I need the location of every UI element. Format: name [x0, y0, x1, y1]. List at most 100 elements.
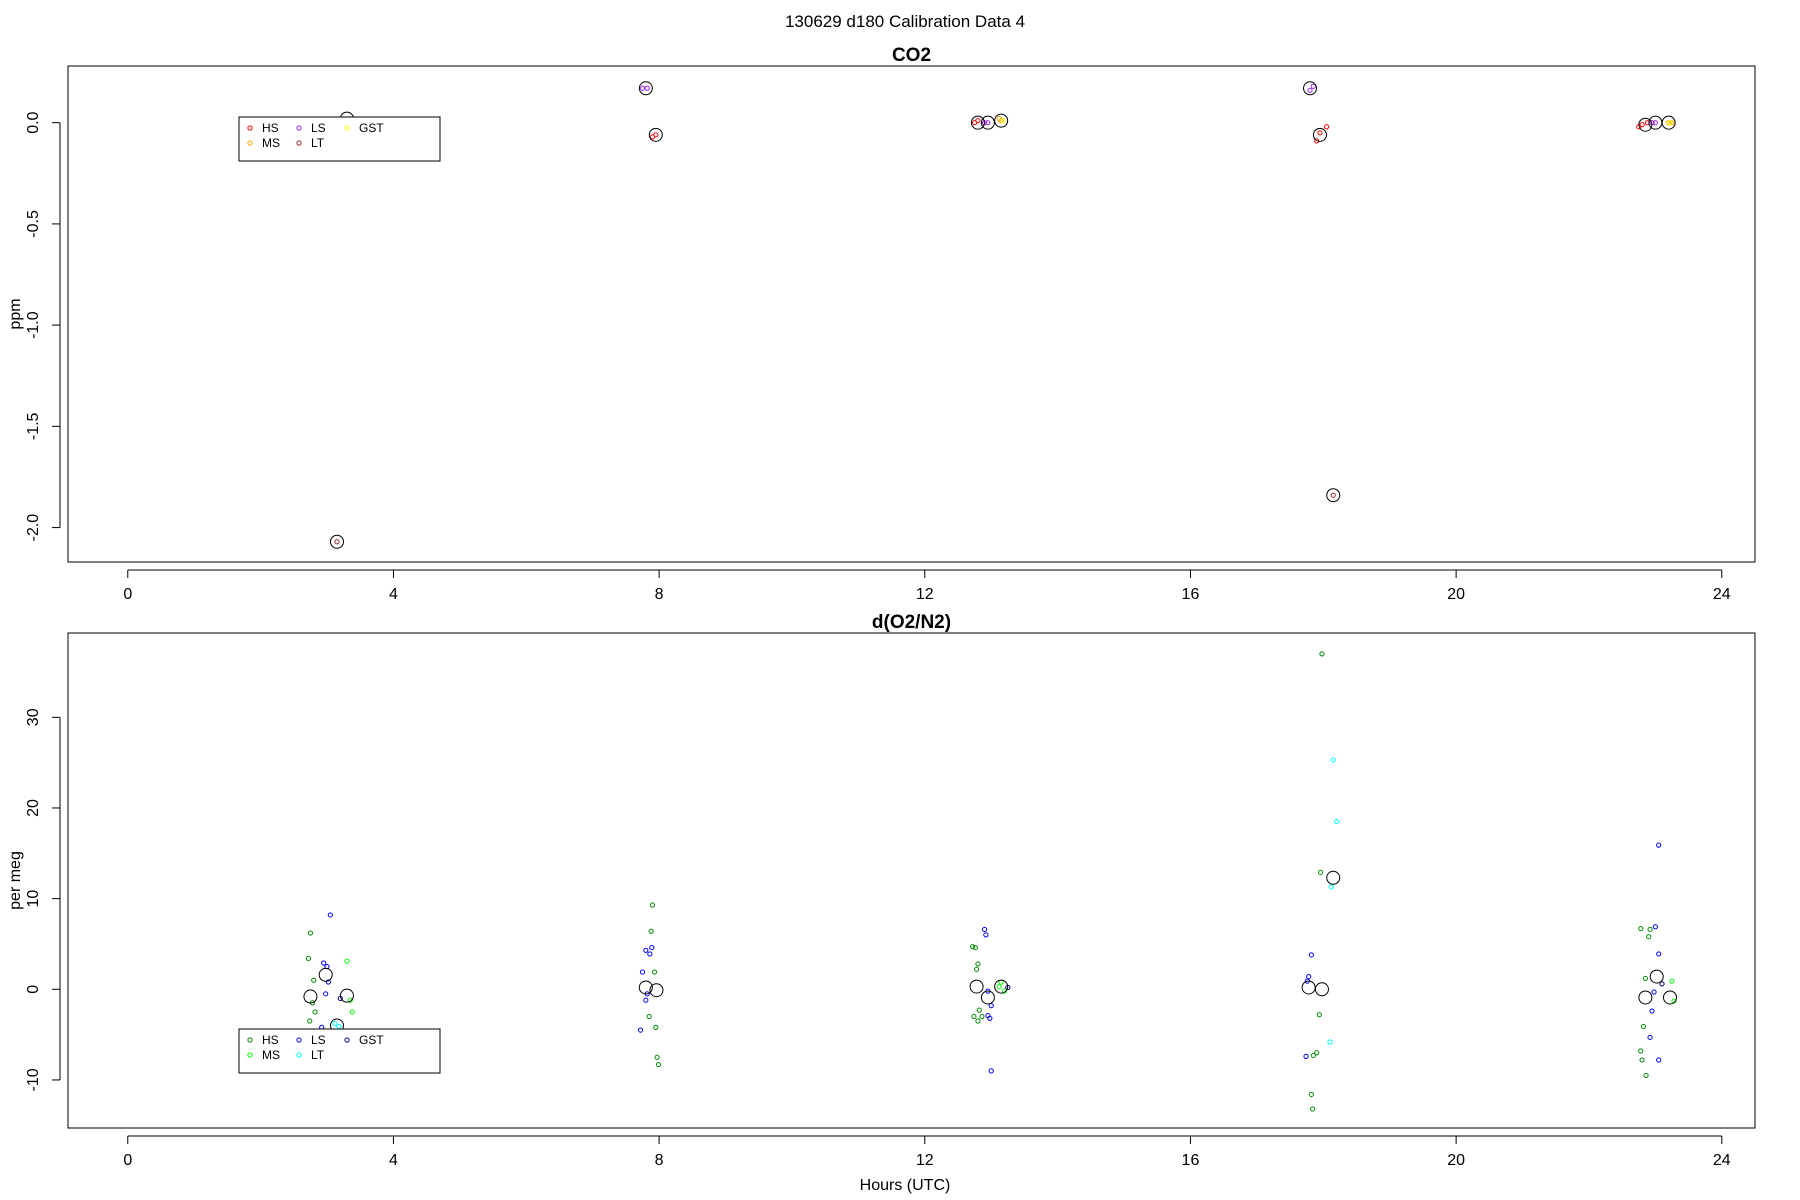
data-point-ms: [1001, 988, 1008, 994]
data-point-ls: [639, 85, 646, 91]
data-point-hs: [1314, 1050, 1320, 1056]
legend-label: MS: [262, 136, 280, 150]
mean-marker: [1638, 990, 1653, 1005]
data-point-hs: [1319, 651, 1325, 657]
x-tick-label: 4: [389, 1152, 398, 1169]
legend-marker: [296, 1052, 302, 1058]
data-point-ls: [327, 912, 333, 918]
data-point-hs: [1310, 1106, 1316, 1112]
data-point-hs: [311, 977, 317, 983]
data-point-ls: [1656, 951, 1662, 957]
legend-label: GST: [359, 1033, 384, 1047]
data-point-hs: [1642, 975, 1649, 982]
legend-marker: [296, 140, 302, 146]
y-tick-label: -2.0: [25, 514, 42, 542]
data-point-ls: [321, 960, 327, 966]
x-tick-label: 24: [1713, 586, 1731, 603]
data-point-ls: [639, 969, 646, 975]
chart-title: CO2: [892, 45, 931, 66]
data-point-hs: [649, 902, 656, 908]
mean-marker: [1314, 982, 1329, 997]
data-point-hs: [1646, 934, 1652, 940]
mean-marker: [1662, 990, 1677, 1005]
data-point-lt: [1330, 492, 1336, 498]
legend-marker: [247, 1052, 253, 1058]
x-tick-label: 8: [655, 586, 664, 603]
data-point-hs: [651, 969, 658, 975]
mean-marker: [1661, 115, 1676, 130]
data-point-hs: [975, 1018, 981, 1024]
data-point-hs: [1643, 1072, 1649, 1079]
legend-label: MS: [262, 1048, 280, 1062]
y-tick-label: 10: [25, 890, 42, 908]
data-point-hs: [653, 1024, 659, 1030]
mean-marker: [970, 115, 985, 130]
data-point-hs: [970, 944, 976, 950]
x-tick-label: 20: [1447, 1152, 1465, 1169]
data-point-hs: [971, 1013, 977, 1020]
data-point-lt: [332, 1021, 338, 1027]
data-point-ls: [643, 997, 649, 1003]
legend-label: LS: [311, 1033, 326, 1047]
data-point-hs: [1310, 1052, 1316, 1059]
data-point-ls: [1306, 973, 1312, 980]
data-point-ls: [323, 991, 329, 997]
data-point-hs: [649, 134, 656, 140]
legend-label: LS: [311, 121, 326, 135]
data-point-hs: [648, 928, 654, 934]
y-tick-label: 30: [25, 708, 42, 726]
data-point-hs: [979, 1013, 985, 1020]
mean-marker: [329, 534, 344, 549]
data-point-lt: [336, 1023, 342, 1030]
data-point-hs: [305, 955, 312, 962]
x-tick-label: 16: [1182, 586, 1200, 603]
mean-marker: [980, 990, 995, 1005]
y-axis-label: per meg: [7, 851, 24, 910]
x-tick-label: 4: [389, 586, 398, 603]
data-point-lt: [1327, 1039, 1333, 1045]
data-point-hs: [307, 930, 314, 936]
data-point-gst: [1000, 118, 1006, 124]
data-point-ls: [644, 85, 650, 91]
data-point-gst: [1659, 981, 1665, 987]
mean-marker: [648, 127, 663, 142]
legend-label: GST: [359, 121, 384, 135]
legend-marker: [296, 1037, 302, 1043]
data-point-hs: [1318, 869, 1324, 875]
data-point-hs: [1317, 130, 1323, 136]
data-point-lt: [1328, 884, 1334, 890]
data-point-hs: [1308, 1091, 1314, 1098]
mean-marker: [638, 81, 653, 96]
data-point-ms: [996, 983, 1002, 990]
x-tick-label: 24: [1713, 1152, 1731, 1169]
y-tick-label: -0.5: [25, 210, 42, 238]
data-point-ms: [996, 116, 1002, 122]
mean-marker: [969, 979, 984, 994]
mean-marker: [638, 980, 653, 995]
co2-panel: CO2 ppm 0 4 8 12 16 20 24 0.0 -0.5 -1.0 -1.5 -2.0 HSMS…: [7, 45, 1756, 603]
data-point-ls: [983, 932, 989, 938]
data-point-hs: [1640, 1023, 1647, 1030]
mean-marker: [303, 989, 318, 1004]
mean-marker: [339, 988, 354, 1003]
data-point-ms: [344, 958, 350, 964]
data-point-ms: [347, 997, 353, 1003]
x-tick-label: 12: [916, 586, 934, 603]
legend-label: HS: [262, 1033, 279, 1047]
data-point-ls: [637, 1027, 644, 1033]
legend-marker: [247, 140, 253, 146]
data-point-lt: [1333, 818, 1340, 825]
x-tick-label: 0: [123, 586, 132, 603]
data-point-hs: [312, 1009, 318, 1015]
data-point-lt: [1330, 757, 1336, 763]
data-point-hs: [1324, 124, 1330, 130]
data-point-ls: [1656, 842, 1662, 848]
y-tick-label: -1.0: [25, 311, 42, 339]
data-point-ls: [1656, 1057, 1662, 1063]
data-point-ls: [1647, 1034, 1653, 1040]
data-point-hs: [307, 1018, 313, 1024]
x-tick-label: 8: [655, 1152, 664, 1169]
legend-label: LT: [311, 1048, 325, 1062]
x-tick-label: 16: [1182, 1152, 1200, 1169]
